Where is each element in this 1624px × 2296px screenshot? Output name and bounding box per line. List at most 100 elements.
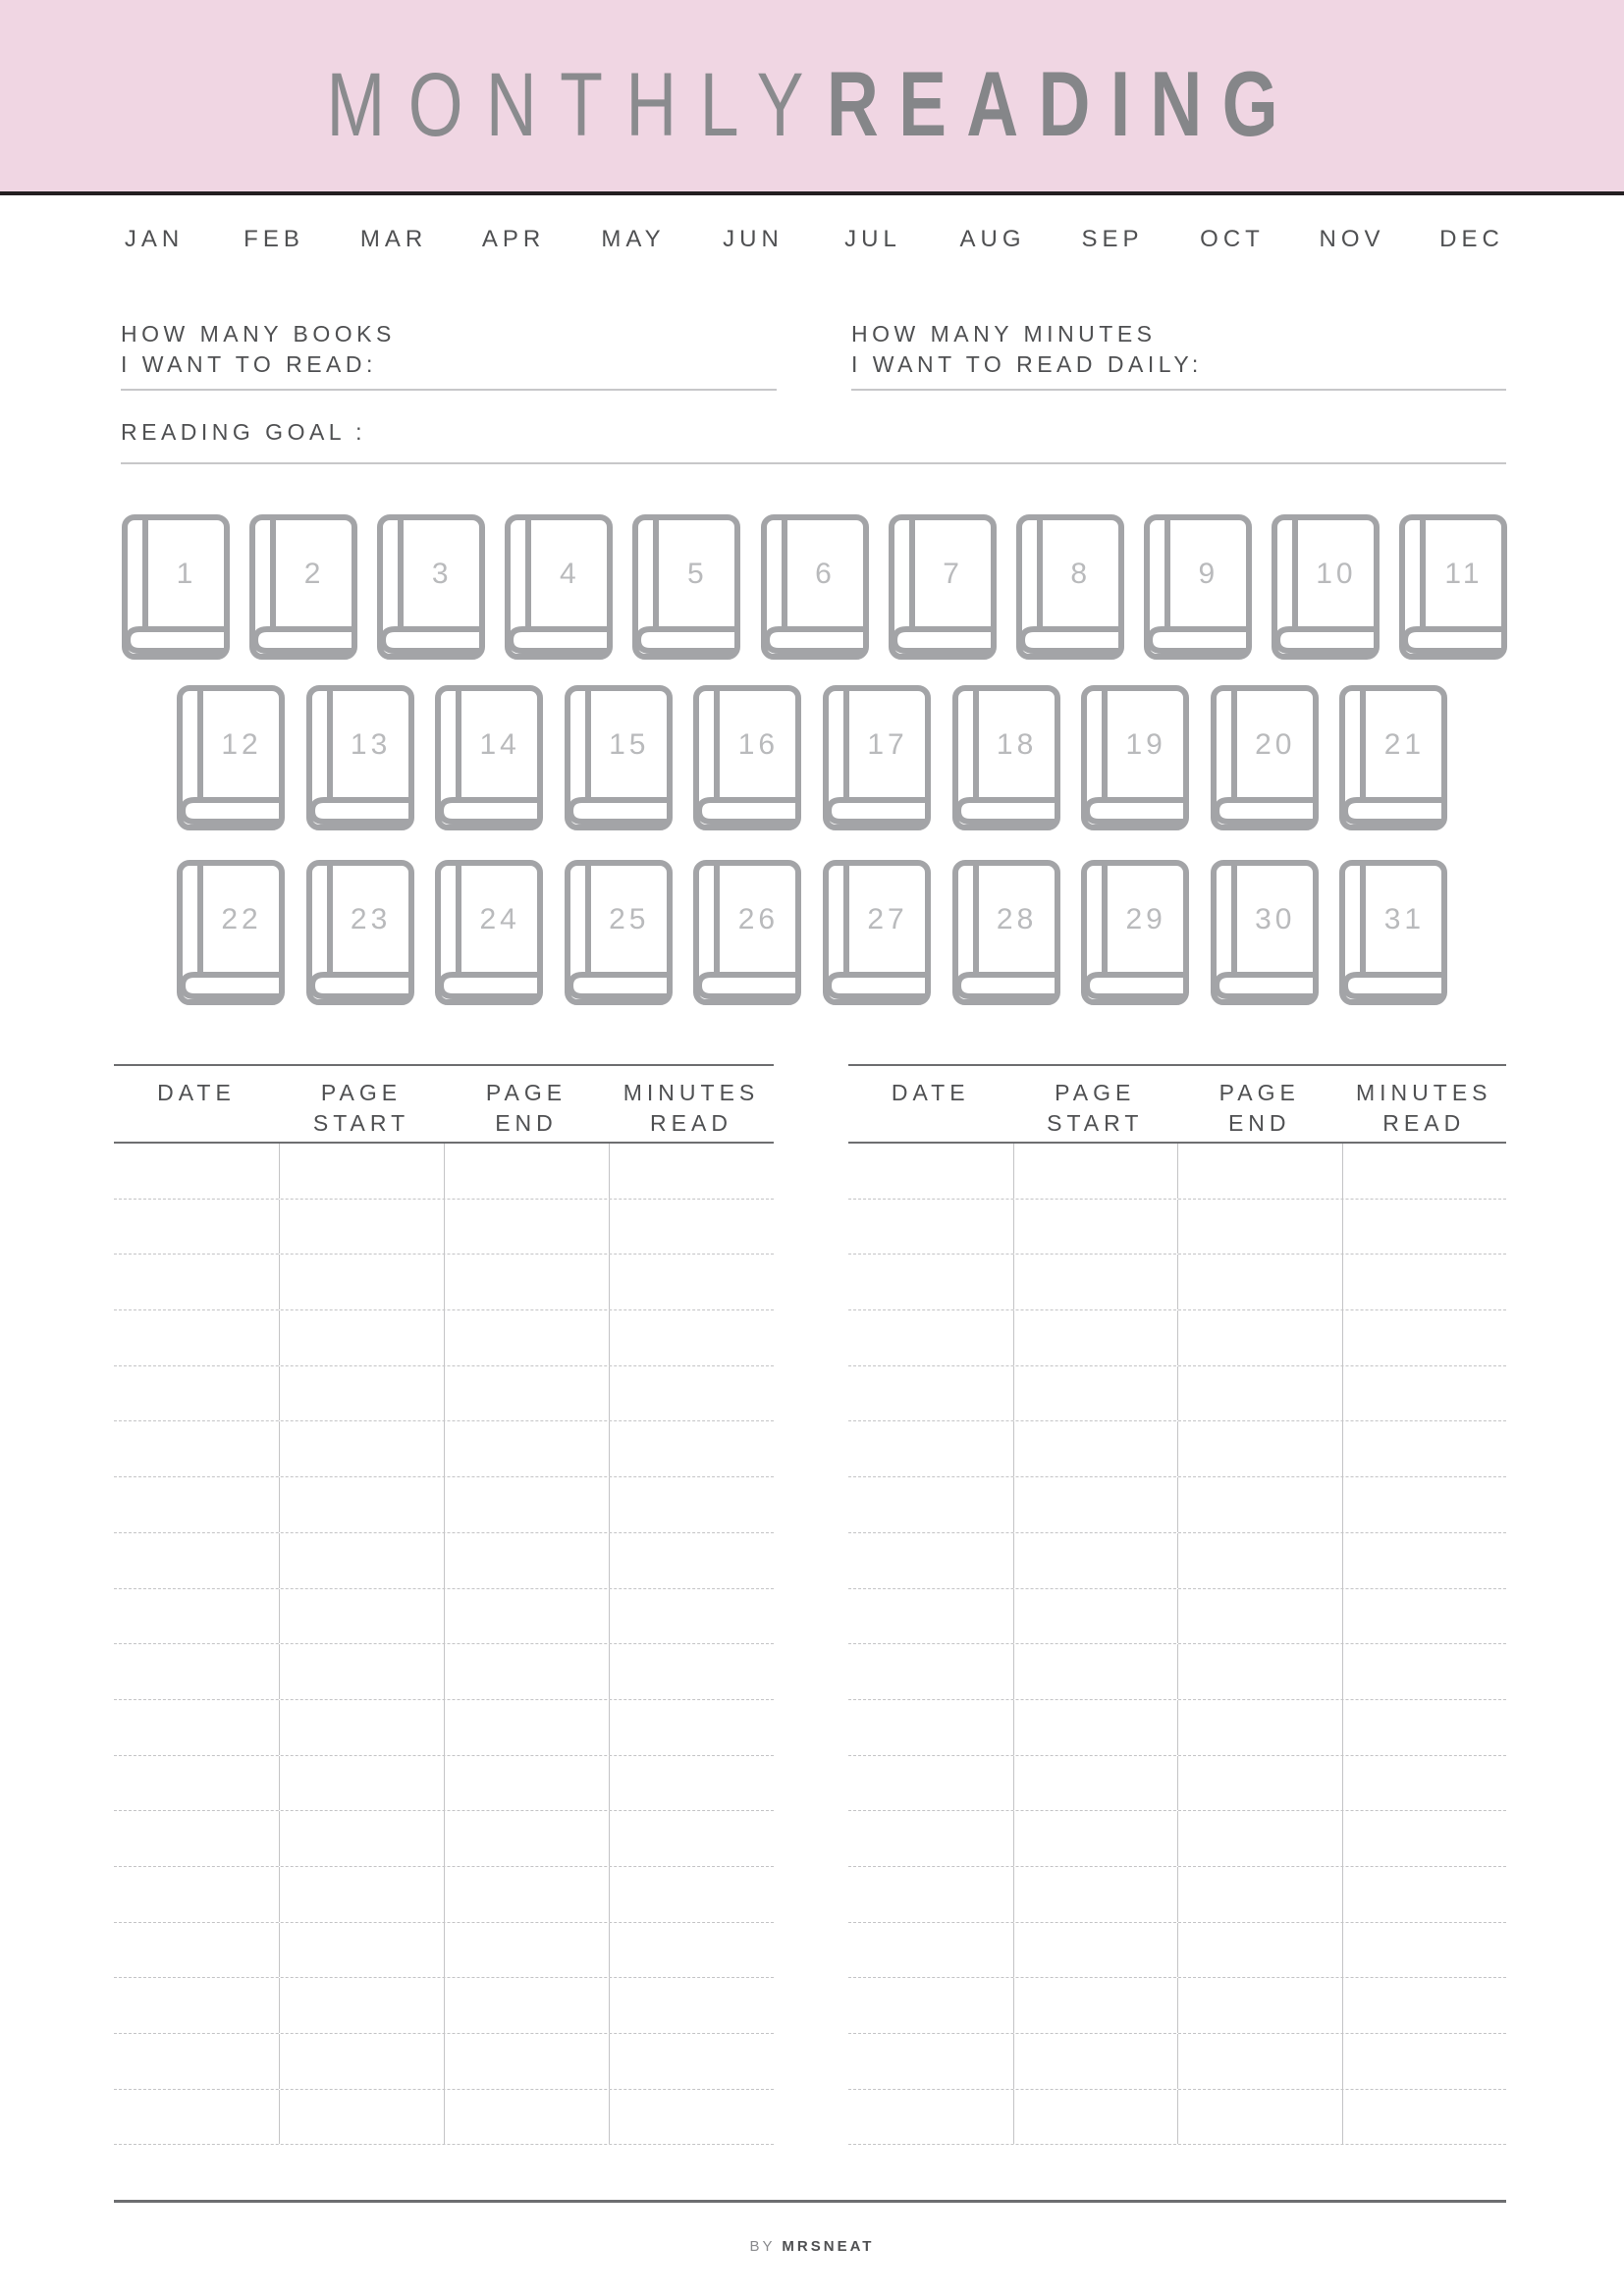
books-goal-field[interactable] [121, 389, 777, 391]
page-start-cell[interactable] [279, 1699, 444, 1755]
book-slot[interactable]: 2 [249, 514, 358, 660]
date-cell[interactable] [114, 1644, 279, 1699]
minutes-read-cell[interactable] [609, 1866, 774, 1922]
page-start-cell[interactable] [1012, 1699, 1178, 1755]
page-start-cell[interactable] [1012, 1811, 1178, 1866]
minutes-read-cell[interactable] [609, 1477, 774, 1532]
book-slot[interactable]: 3 [377, 514, 486, 660]
month-aug[interactable]: AUG [959, 226, 1026, 252]
page-start-cell[interactable] [279, 2089, 444, 2145]
page-start-cell[interactable] [1012, 1922, 1178, 1978]
page-end-cell[interactable] [1177, 1310, 1342, 1365]
minutes-read-cell[interactable] [609, 1421, 774, 1477]
page-start-cell[interactable] [1012, 1978, 1178, 2033]
minutes-read-cell[interactable] [609, 1811, 774, 1866]
page-end-cell[interactable] [1177, 1477, 1342, 1532]
page-end-cell[interactable] [444, 2034, 609, 2089]
page-end-cell[interactable] [1177, 1365, 1342, 1421]
page-start-cell[interactable] [279, 1922, 444, 1978]
book-slot[interactable]: 9 [1143, 514, 1252, 660]
page-end-cell[interactable] [444, 1811, 609, 1866]
month-oct[interactable]: OCT [1200, 226, 1265, 252]
minutes-read-cell[interactable] [1341, 1922, 1507, 1978]
minutes-read-cell[interactable] [609, 1310, 774, 1365]
date-cell[interactable] [848, 2034, 1013, 2089]
minutes-read-cell[interactable] [1341, 1477, 1507, 1532]
minutes-read-cell[interactable] [609, 1755, 774, 1811]
book-slot[interactable]: 29 [1081, 860, 1190, 1005]
page-end-cell[interactable] [444, 2089, 609, 2145]
minutes-read-cell[interactable] [1341, 1255, 1507, 1310]
month-feb[interactable]: FEB [244, 226, 304, 252]
page-start-cell[interactable] [279, 1199, 444, 1255]
month-mar[interactable]: MAR [359, 226, 428, 252]
page-start-cell[interactable] [1012, 1199, 1178, 1255]
page-end-cell[interactable] [444, 1532, 609, 1588]
date-cell[interactable] [848, 1756, 1013, 1811]
page-start-cell[interactable] [279, 1255, 444, 1310]
date-cell[interactable] [114, 1756, 279, 1811]
date-cell[interactable] [114, 1200, 279, 1255]
page-start-cell[interactable] [279, 1365, 444, 1421]
page-end-cell[interactable] [1177, 1144, 1342, 1199]
minutes-goal-field[interactable] [851, 389, 1506, 391]
date-cell[interactable] [114, 1366, 279, 1421]
book-slot[interactable]: 25 [564, 860, 673, 1005]
page-end-cell[interactable] [1177, 1699, 1342, 1755]
date-cell[interactable] [114, 1477, 279, 1532]
page-start-cell[interactable] [279, 2034, 444, 2089]
book-slot[interactable]: 7 [888, 514, 997, 660]
book-slot[interactable]: 23 [305, 860, 414, 1005]
page-start-cell[interactable] [279, 1811, 444, 1866]
minutes-read-cell[interactable] [609, 1644, 774, 1699]
page-end-cell[interactable] [444, 1866, 609, 1922]
date-cell[interactable] [114, 2090, 279, 2145]
book-slot[interactable]: 13 [305, 685, 414, 830]
page-end-cell[interactable] [444, 1310, 609, 1365]
date-cell[interactable] [114, 2034, 279, 2089]
minutes-read-cell[interactable] [1341, 1365, 1507, 1421]
book-slot[interactable]: 14 [435, 685, 544, 830]
date-cell[interactable] [114, 1923, 279, 1978]
date-cell[interactable] [848, 1923, 1013, 1978]
page-end-cell[interactable] [1177, 1755, 1342, 1811]
page-start-cell[interactable] [1012, 1644, 1178, 1699]
date-cell[interactable] [848, 1811, 1013, 1866]
date-cell[interactable] [114, 1700, 279, 1755]
date-cell[interactable] [848, 2090, 1013, 2145]
page-start-cell[interactable] [1012, 1588, 1178, 1644]
book-slot[interactable]: 5 [632, 514, 741, 660]
page-start-cell[interactable] [279, 1310, 444, 1365]
page-end-cell[interactable] [444, 1699, 609, 1755]
page-end-cell[interactable] [444, 1644, 609, 1699]
page-start-cell[interactable] [1012, 1755, 1178, 1811]
month-apr[interactable]: APR [481, 226, 546, 252]
page-end-cell[interactable] [444, 1755, 609, 1811]
page-start-cell[interactable] [1012, 1144, 1178, 1199]
date-cell[interactable] [848, 1200, 1013, 1255]
minutes-read-cell[interactable] [609, 1255, 774, 1310]
page-start-cell[interactable] [1012, 1255, 1178, 1310]
page-start-cell[interactable] [279, 1755, 444, 1811]
minutes-read-cell[interactable] [609, 2089, 774, 2145]
month-jan[interactable]: JAN [124, 226, 185, 252]
page-end-cell[interactable] [444, 1144, 609, 1199]
minutes-read-cell[interactable] [1341, 1199, 1507, 1255]
page-start-cell[interactable] [279, 1477, 444, 1532]
page-end-cell[interactable] [1177, 1199, 1342, 1255]
page-start-cell[interactable] [1012, 1310, 1178, 1365]
page-end-cell[interactable] [1177, 2034, 1342, 2089]
date-cell[interactable] [848, 1477, 1013, 1532]
minutes-read-cell[interactable] [609, 2034, 774, 2089]
date-cell[interactable] [114, 1589, 279, 1644]
book-slot[interactable]: 21 [1339, 685, 1448, 830]
date-cell[interactable] [848, 1533, 1013, 1588]
book-slot[interactable]: 31 [1339, 860, 1448, 1005]
page-start-cell[interactable] [1012, 1365, 1178, 1421]
page-end-cell[interactable] [444, 1255, 609, 1310]
minutes-read-cell[interactable] [1341, 1144, 1507, 1199]
page-start-cell[interactable] [1012, 2034, 1178, 2089]
page-start-cell[interactable] [279, 1532, 444, 1588]
book-slot[interactable]: 1 [122, 514, 230, 660]
month-jun[interactable]: JUN [723, 226, 784, 252]
